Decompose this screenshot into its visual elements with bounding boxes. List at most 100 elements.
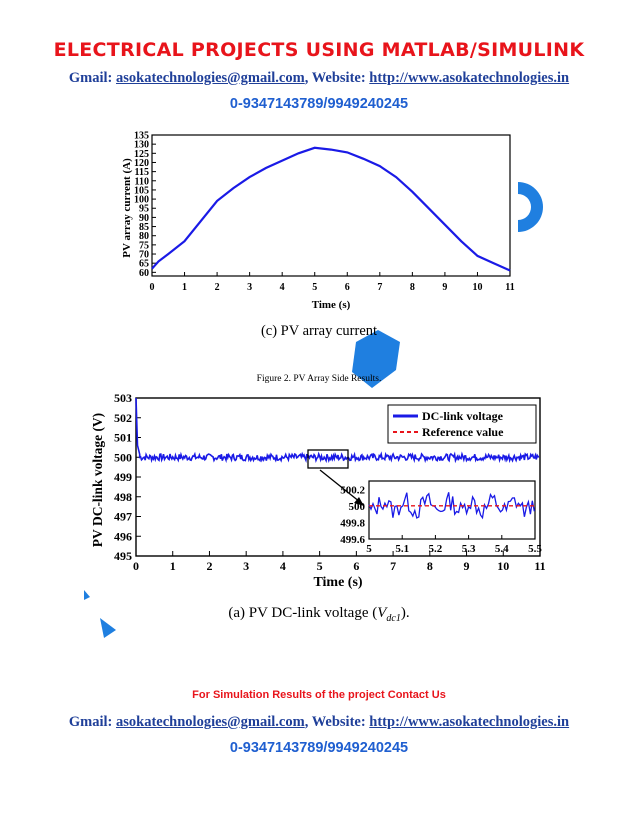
inset-x-tick-label: 5.2 [429, 543, 443, 555]
y-tick-label: 100 [134, 195, 149, 206]
dc-link-legend: DC-link voltage Reference value [387, 404, 537, 444]
dc-link-caption: (a) PV DC-link voltage (Vdc1). [0, 605, 638, 624]
inset-y-tick-label: 499.6 [340, 534, 365, 546]
x-tick-label: 9 [442, 282, 447, 293]
dc-link-caption-sub: dc1 [386, 613, 401, 624]
inset-frame [368, 480, 536, 540]
watermark-tile [352, 330, 400, 388]
inset-series-line [368, 492, 535, 520]
y-tick-label: 130 [134, 140, 149, 151]
website-label: , Website: [304, 70, 370, 86]
pv-current-plot-frame [151, 134, 511, 277]
pv-current-chart: 6065707580859095100105110115120125130135… [121, 131, 515, 312]
x-tick-label: 7 [390, 559, 396, 573]
y-tick-label: 90 [139, 213, 149, 224]
pv-current-series-line [151, 146, 511, 272]
x-tick-label: 4 [280, 559, 286, 573]
figure-caption: Figure 2. PV Array Side Results. [256, 374, 382, 384]
gmail-label: Gmail: [68, 70, 117, 86]
inset-y-tick-label: 500 [349, 501, 366, 513]
y-tick-label: 80 [139, 231, 149, 242]
legend-label-reference: Reference value [422, 425, 504, 439]
footer-note: For Simulation Results of the project Co… [192, 689, 446, 701]
y-tick-label: 60 [139, 268, 149, 279]
inset-y-tick-label: 500.2 [340, 484, 365, 496]
y-tick-label: 498 [114, 490, 132, 504]
y-tick-label: 105 [134, 185, 149, 196]
y-tick-label: 495 [114, 549, 132, 563]
x-tick-label: 11 [505, 282, 514, 293]
x-tick-label: 2 [206, 559, 212, 573]
x-tick-label: 1 [170, 559, 176, 573]
page-title: ELECTRICAL PROJECTS USING MATLAB/SIMULIN… [53, 39, 585, 61]
x-tick-label: 10 [472, 282, 482, 293]
watermark-arc [518, 182, 543, 232]
x-tick-label: 6 [345, 282, 350, 293]
x-tick-label: 3 [243, 559, 249, 573]
y-tick-label: 110 [135, 176, 149, 187]
dc-link-series-line [135, 397, 540, 464]
pv-current-caption: (c) PV array current [260, 323, 378, 339]
legend-label-voltage: DC-link voltage [422, 409, 504, 423]
dc-link-xlabel: Time (s) [313, 575, 362, 590]
inset-y-tick-label: 499.8 [340, 517, 365, 529]
x-tick-label: 6 [353, 559, 359, 573]
x-tick-label: 4 [280, 282, 285, 293]
footer-contact: Gmail: asokatechnologies@gmail.com, Webs… [0, 714, 638, 731]
y-tick-label: 135 [134, 131, 149, 142]
y-tick-label: 497 [114, 510, 132, 524]
y-tick-label: 75 [139, 240, 149, 251]
watermark-logo-shapes [84, 182, 543, 638]
pv-current-ylabel: PV array current (A) [121, 158, 133, 258]
y-tick-label: 499 [114, 470, 132, 484]
pv-current-xlabel: Time (s) [312, 299, 351, 311]
zoom-region-box [307, 449, 349, 469]
y-tick-label: 95 [139, 204, 149, 215]
y-tick-label: 120 [134, 158, 149, 169]
footer-website-label: , Website: [304, 714, 370, 730]
y-tick-label: 496 [114, 529, 132, 543]
y-tick-label: 503 [114, 391, 132, 405]
header-phone: 0-9347143789/9949240245 [229, 96, 409, 112]
x-tick-label: 8 [427, 559, 433, 573]
website-link[interactable]: http://www.asokatechnologies.in [369, 70, 570, 86]
zoom-arrow-line [319, 469, 361, 503]
y-tick-label: 125 [134, 149, 149, 160]
dc-link-caption-suffix: ). [400, 605, 410, 621]
x-tick-label: 1 [182, 282, 187, 293]
watermark-mark [84, 590, 90, 600]
zoom-arrow-head [354, 497, 364, 506]
x-tick-label: 10 [497, 559, 509, 573]
inset-x-tick-label: 5.3 [462, 543, 476, 555]
header-contact: Gmail: asokatechnologies@gmail.com, Webs… [0, 70, 638, 87]
legend-box [387, 404, 537, 444]
x-tick-label: 9 [464, 559, 470, 573]
footer-phone: 0-9347143789/9949240245 [229, 740, 409, 756]
x-tick-label: 7 [377, 282, 382, 293]
inset-x-tick-label: 5.4 [495, 543, 509, 555]
footer-gmail-link[interactable]: asokatechnologies@gmail.com [116, 714, 305, 730]
x-tick-label: 11 [534, 559, 545, 573]
x-tick-label: 2 [215, 282, 220, 293]
dc-link-caption-var: V [377, 605, 387, 621]
watermark-arrow [100, 618, 116, 638]
y-tick-label: 85 [139, 222, 149, 233]
x-tick-label: 5 [317, 559, 323, 573]
x-tick-label: 0 [133, 559, 139, 573]
y-tick-label: 65 [139, 259, 149, 270]
y-tick-label: 501 [114, 431, 132, 445]
y-tick-label: 500 [114, 450, 132, 464]
y-tick-label: 115 [135, 167, 149, 178]
x-tick-label: 5 [312, 282, 317, 293]
gmail-link[interactable]: asokatechnologies@gmail.com [116, 70, 305, 86]
x-tick-label: 8 [410, 282, 415, 293]
inset-x-tick-label: 5 [366, 543, 372, 555]
footer-website-link[interactable]: http://www.asokatechnologies.in [369, 714, 570, 730]
footer-gmail-label: Gmail: [68, 714, 117, 730]
x-tick-label: 0 [150, 282, 155, 293]
dc-link-ylabel: PV DC-link voltage (V) [90, 413, 105, 547]
y-tick-label: 502 [114, 411, 132, 425]
inset-chart: 500.2 500 499.8 499.6 5 5.1 5.2 5.3 5.4 5.5 [340, 480, 542, 555]
